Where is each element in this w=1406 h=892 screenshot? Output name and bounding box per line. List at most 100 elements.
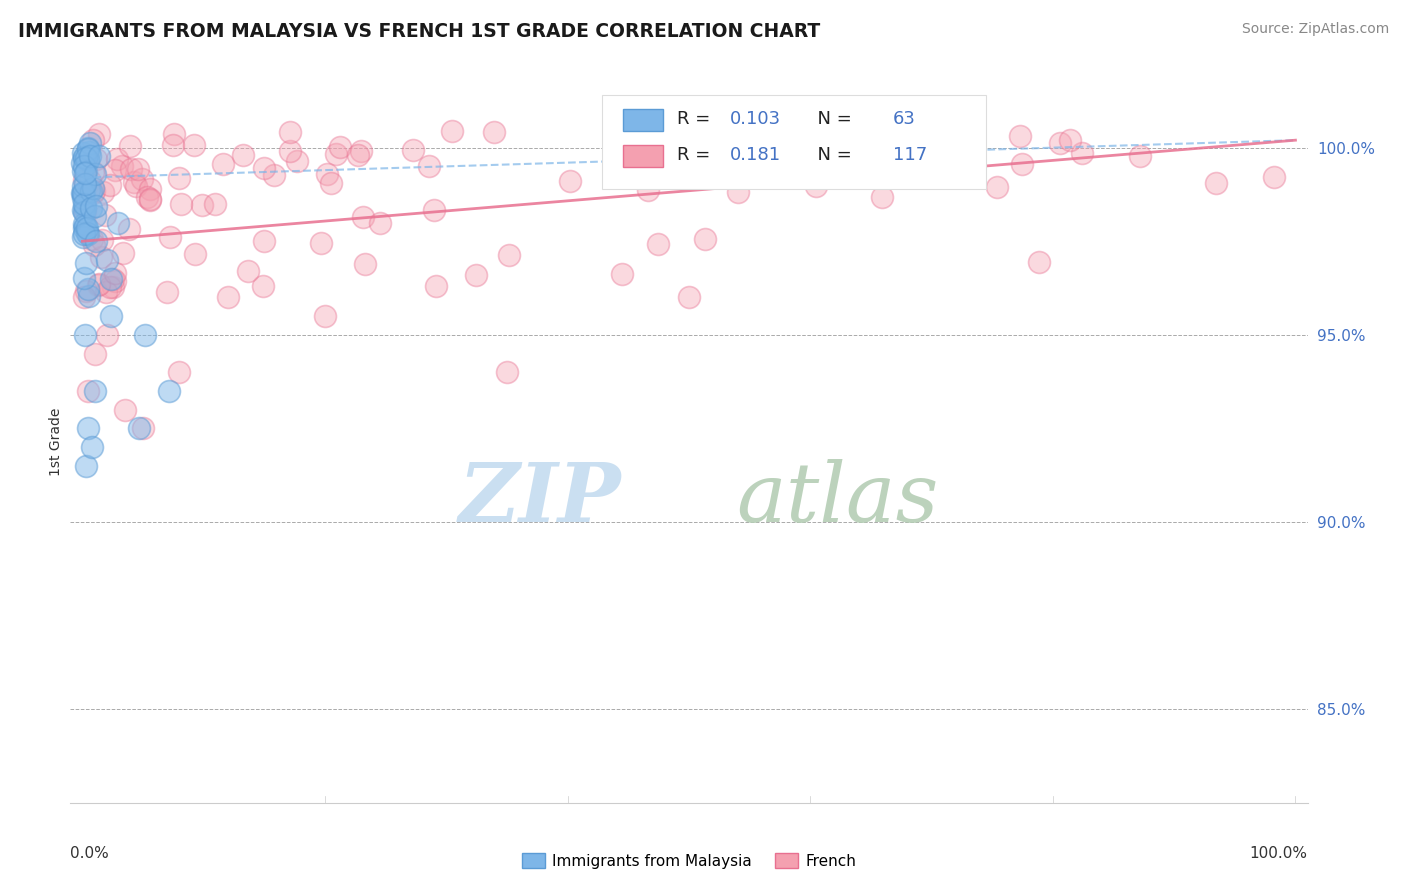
Bar <box>623 145 664 167</box>
Point <box>1059 133 1081 147</box>
Point <box>727 186 749 200</box>
Point <box>73 197 96 211</box>
Point <box>402 143 425 157</box>
Point <box>77 421 100 435</box>
Point <box>319 176 342 190</box>
Point <box>217 290 239 304</box>
Point <box>782 169 804 184</box>
Point <box>238 263 260 277</box>
Point <box>75 202 97 216</box>
Point <box>278 145 301 159</box>
Point <box>73 327 96 342</box>
Point <box>91 185 114 199</box>
Point <box>77 183 100 197</box>
Point <box>252 279 274 293</box>
Text: 117: 117 <box>893 145 928 164</box>
Point <box>72 156 94 170</box>
Point <box>94 285 117 300</box>
Point <box>112 245 135 260</box>
Point <box>87 149 110 163</box>
Point <box>316 167 339 181</box>
Point <box>77 153 100 167</box>
Point <box>157 384 180 398</box>
Y-axis label: 1st Grade: 1st Grade <box>49 408 63 475</box>
Point <box>139 193 162 207</box>
Point <box>79 174 101 188</box>
Point <box>465 268 488 283</box>
Point <box>84 199 107 213</box>
Point <box>104 163 127 178</box>
Point <box>678 290 700 304</box>
Point <box>700 122 723 136</box>
Point <box>83 210 105 224</box>
Point <box>73 173 96 187</box>
Point <box>163 127 186 141</box>
Point <box>1205 177 1227 191</box>
Point <box>758 166 780 180</box>
Point <box>72 163 94 178</box>
Point <box>804 178 827 193</box>
Point <box>84 153 107 167</box>
Point <box>76 153 98 167</box>
Point <box>104 266 127 280</box>
FancyBboxPatch shape <box>602 95 986 189</box>
Point <box>1263 170 1285 185</box>
Text: IMMIGRANTS FROM MALAYSIA VS FRENCH 1ST GRADE CORRELATION CHART: IMMIGRANTS FROM MALAYSIA VS FRENCH 1ST G… <box>18 22 821 41</box>
Point <box>1129 148 1152 162</box>
Text: R =: R = <box>676 145 716 164</box>
Point <box>352 210 374 224</box>
Point <box>418 159 440 173</box>
Point <box>72 146 94 161</box>
Text: 63: 63 <box>893 110 915 128</box>
Point <box>73 290 96 304</box>
Point <box>73 204 96 219</box>
Point <box>83 384 105 398</box>
Point <box>73 205 96 219</box>
Point <box>75 458 97 473</box>
Point <box>75 219 97 233</box>
Point <box>72 186 94 200</box>
Point <box>614 137 637 152</box>
Point <box>82 133 104 147</box>
Point <box>77 145 100 160</box>
Point <box>309 235 332 250</box>
Point <box>232 147 254 161</box>
Point <box>103 280 125 294</box>
Point <box>637 183 659 197</box>
Point <box>167 170 190 185</box>
Point <box>73 198 96 212</box>
Point <box>278 125 301 139</box>
Text: N =: N = <box>807 145 858 164</box>
Point <box>169 365 191 379</box>
Text: N =: N = <box>807 110 858 128</box>
Point <box>73 150 96 164</box>
Point <box>138 182 160 196</box>
Point <box>77 384 100 398</box>
Point <box>98 280 121 294</box>
Point <box>80 201 103 215</box>
Point <box>73 200 96 214</box>
Point <box>368 216 391 230</box>
Point <box>76 227 98 241</box>
Point <box>111 159 134 173</box>
Point <box>325 147 347 161</box>
Point <box>73 159 96 173</box>
Point <box>73 151 96 165</box>
Bar <box>623 109 664 131</box>
Point <box>785 133 807 147</box>
Text: atlas: atlas <box>737 459 939 540</box>
Point <box>183 138 205 153</box>
Point <box>72 186 94 200</box>
Point <box>865 142 887 156</box>
Point <box>73 227 96 242</box>
Point <box>72 179 94 194</box>
Text: 0.0%: 0.0% <box>70 847 110 861</box>
Point <box>986 179 1008 194</box>
Point <box>124 175 146 189</box>
Text: 100.0%: 100.0% <box>1250 847 1308 861</box>
Point <box>170 196 193 211</box>
Point <box>79 149 101 163</box>
Point <box>73 185 96 199</box>
Point <box>75 165 97 179</box>
Point <box>96 327 118 342</box>
